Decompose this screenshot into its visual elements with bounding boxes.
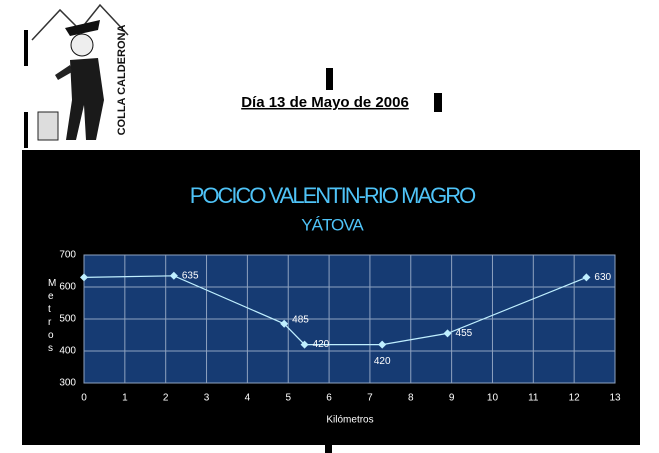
data-point	[169, 271, 178, 280]
x-tick-label: 9	[449, 393, 455, 404]
logo-text: COLLA CALDERONA	[116, 25, 128, 136]
data-point	[300, 340, 309, 349]
x-tick-label: 2	[163, 393, 169, 404]
x-tick-label: 11	[528, 393, 539, 404]
data-point	[378, 340, 387, 349]
logo-hat	[65, 20, 100, 36]
x-axis-label: Kilómetros	[326, 415, 373, 426]
data-point	[80, 273, 88, 282]
data-point	[443, 329, 452, 338]
data-label: 485	[292, 314, 309, 325]
y-tick-label: 600	[59, 282, 76, 293]
data-label: 630	[594, 272, 611, 283]
y-tick-label: 400	[59, 346, 76, 357]
logo-arm	[55, 65, 72, 80]
logo: COLLA CALDERONA	[30, 0, 130, 150]
x-tick-label: 12	[569, 393, 581, 404]
chart-title: POCICO VALENTIN-RIO MAGRO	[190, 183, 476, 208]
decor-bar	[24, 112, 28, 148]
chart-subtitle: YÁTOVA	[301, 215, 364, 234]
data-label: 420	[313, 339, 330, 350]
decor-bar	[326, 68, 333, 90]
x-tick-label: 1	[122, 393, 128, 404]
x-tick-label: 5	[285, 393, 291, 404]
data-label: 420	[374, 356, 391, 367]
logo-body	[66, 58, 104, 140]
data-point	[582, 273, 591, 282]
page-title: Día 13 de Mayo de 2006	[241, 94, 409, 111]
logo-lantern	[37, 111, 59, 141]
decor-bar	[325, 445, 332, 453]
x-tick-label: 4	[245, 393, 251, 404]
logo-head	[70, 33, 94, 57]
y-tick-label: 500	[59, 314, 76, 325]
data-label: 455	[456, 328, 473, 339]
x-tick-label: 10	[487, 393, 499, 404]
y-tick-label: 700	[59, 250, 76, 261]
data-label: 635	[182, 270, 199, 281]
x-tick-label: 3	[204, 393, 210, 404]
x-tick-label: 0	[81, 393, 87, 404]
x-tick-label: 6	[326, 393, 332, 404]
decor-bar	[24, 30, 28, 66]
x-tick-label: 8	[408, 393, 414, 404]
x-tick-label: 7	[367, 393, 373, 404]
x-tick-label: 13	[609, 393, 621, 404]
data-point	[280, 319, 289, 328]
decor-bar	[434, 93, 442, 112]
y-tick-label: 300	[59, 378, 76, 389]
